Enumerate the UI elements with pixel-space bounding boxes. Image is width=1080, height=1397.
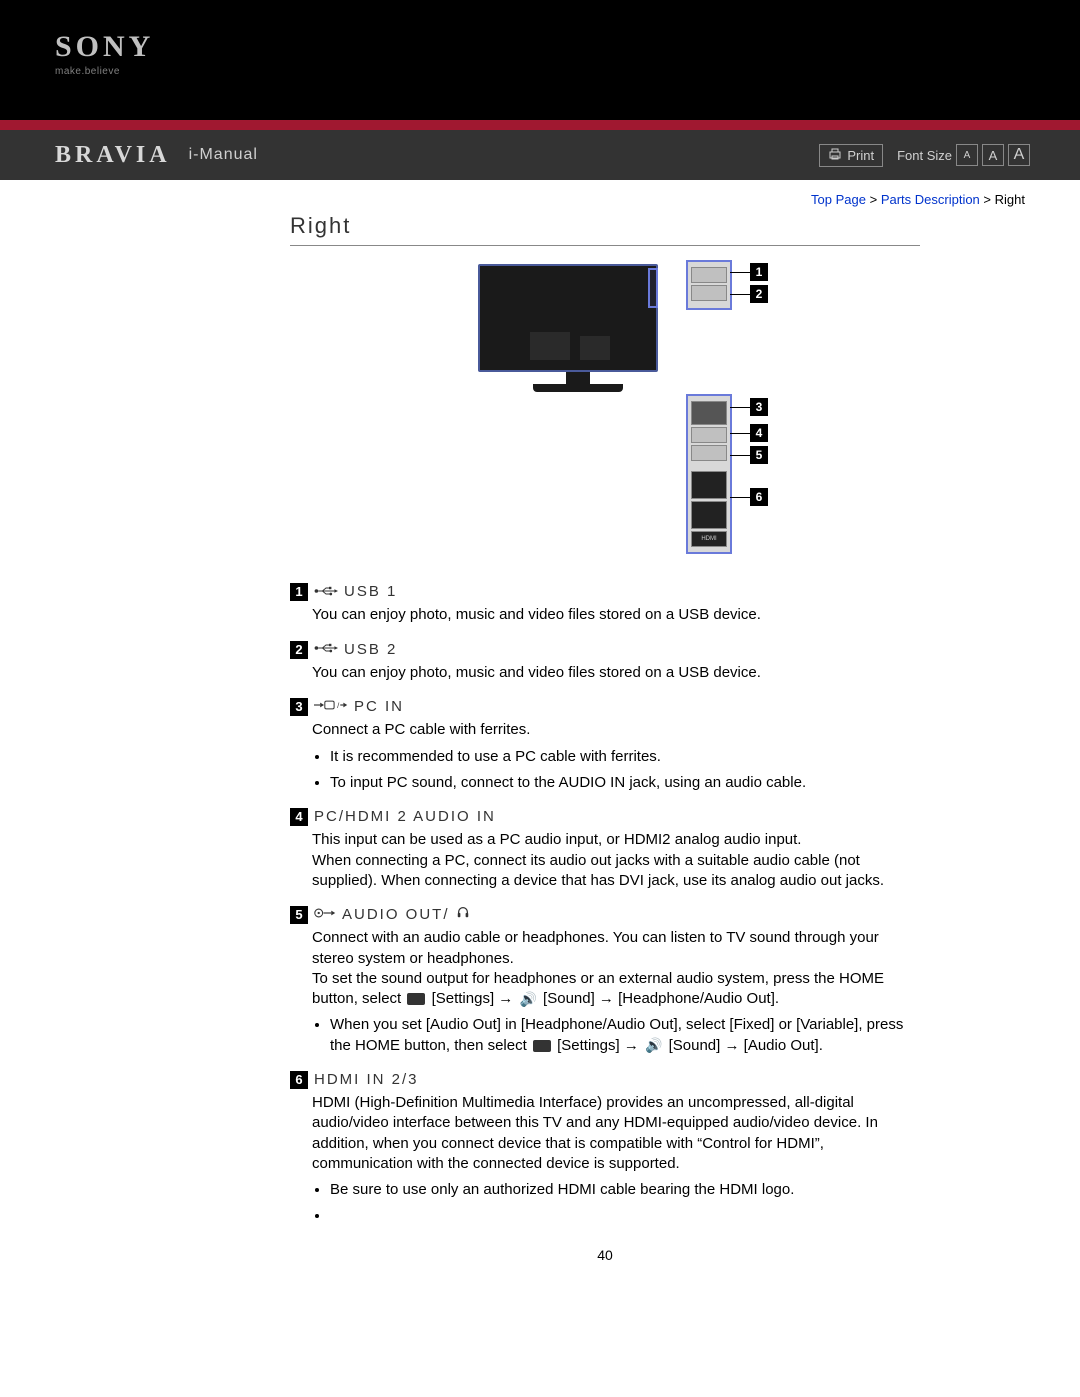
callout-3: 3 [750, 398, 768, 416]
item-body: You can enjoy photo, music and video fil… [312, 663, 920, 683]
breadcrumb: Top Page > Parts Description > Right [0, 180, 1080, 213]
item-title: PC/HDMI 2 AUDIO IN [314, 807, 496, 827]
item-head: 1 USB 1 [290, 582, 920, 602]
settings-icon [533, 1040, 551, 1052]
port-item-6: 6 HDMI IN 2/3 HDMI (High-Definition Multim… [290, 1070, 920, 1227]
callout-6: 6 [750, 488, 768, 506]
num-badge: 6 [290, 1071, 308, 1089]
item-title: USB 1 [344, 582, 397, 602]
sony-tagline: make.believe [55, 66, 1080, 77]
item-title: USB 2 [344, 640, 397, 660]
audioout-icon [314, 906, 336, 925]
callout-5: 5 [750, 446, 768, 464]
item-body: This input can be used as a PC audio inp… [312, 830, 920, 891]
item-head: 4 PC/HDMI 2 AUDIO IN [290, 807, 920, 827]
print-label: Print [847, 148, 874, 163]
num-badge: 4 [290, 808, 308, 826]
item-body: Connect with an audio cable or headphone… [312, 928, 920, 1009]
num-badge: 5 [290, 906, 308, 924]
print-icon [828, 147, 842, 164]
main-content: Right HDMI [0, 213, 1080, 1303]
page-number: 40 [290, 1247, 920, 1263]
item-head: 5 AUDIO OUT/ [290, 905, 920, 925]
callout-4: 4 [750, 424, 768, 442]
item-bullets: When you set [Audio Out] in [Headphone/A… [330, 1015, 920, 1056]
item-bullets: Be sure to use only an authorized HDMI c… [330, 1180, 920, 1227]
font-size-large[interactable]: A [1008, 144, 1030, 166]
header-bar: BRAVIA i-Manual Print Font Size A A A [0, 130, 1080, 180]
item-bullets: It is recommended to use a PC cable with… [330, 747, 920, 794]
num-badge: 2 [290, 641, 308, 659]
top-header: SONY make.believe [0, 0, 1080, 120]
usb-icon [314, 583, 338, 602]
item-title: PC IN [354, 697, 404, 717]
port-item-3: 3 / PC IN Connect a PC cable with ferrites.… [290, 697, 920, 793]
headphone-icon [456, 905, 470, 925]
port-item-1: 1 USB 1 You can enjoy photo, music and vid… [290, 582, 920, 626]
usb-icon [314, 640, 338, 659]
item-body: HDMI (High-Definition Multimedia Interfa… [312, 1093, 920, 1174]
item-head: 3 / PC IN [290, 697, 920, 717]
breadcrumb-parts[interactable]: Parts Description [881, 192, 980, 207]
callout-2: 2 [750, 285, 768, 303]
bravia-logo: BRAVIA [55, 142, 171, 169]
breadcrumb-top[interactable]: Top Page [811, 192, 866, 207]
port-item-4: 4 PC/HDMI 2 AUDIO IN This input can be use… [290, 807, 920, 891]
port-item-2: 2 USB 2 You can enjoy photo, music and vid… [290, 640, 920, 684]
diagram: HDMI 1 2 3 4 5 6 [290, 260, 920, 558]
item-title: HDMI IN 2/3 [314, 1070, 419, 1090]
port-item-5: 5 AUDIO OUT/Connect with an audio cable o… [290, 905, 920, 1056]
sound-icon: 🔊 [645, 1036, 662, 1055]
font-size-label: Font Size [897, 148, 952, 163]
font-size-medium[interactable]: A [982, 144, 1004, 166]
sony-logo: SONY [55, 30, 1080, 64]
print-button[interactable]: Print [819, 144, 883, 167]
port-strip: HDMI 1 2 3 4 5 6 [686, 260, 732, 558]
breadcrumb-current: Right [995, 192, 1025, 207]
accent-stripe [0, 120, 1080, 130]
item-head: 6 HDMI IN 2/3 [290, 1070, 920, 1090]
item-body: You can enjoy photo, music and video fil… [312, 605, 920, 625]
svg-text:/: / [337, 701, 340, 710]
font-size-small[interactable]: A [956, 144, 978, 166]
item-head: 2 USB 2 [290, 640, 920, 660]
num-badge: 3 [290, 698, 308, 716]
tv-rear-illustration [478, 264, 678, 404]
item-title: AUDIO OUT/ [342, 905, 450, 925]
imanual-label: i-Manual [189, 146, 258, 164]
callout-1: 1 [750, 263, 768, 281]
sound-icon: 🔊 [519, 990, 536, 1009]
item-body: Connect a PC cable with ferrites. [312, 720, 920, 740]
settings-icon [407, 993, 425, 1005]
page-title: Right [290, 213, 920, 246]
num-badge: 1 [290, 583, 308, 601]
pc-icon: / [314, 698, 348, 717]
item-list: 1 USB 1 You can enjoy photo, music and vid… [290, 582, 920, 1227]
